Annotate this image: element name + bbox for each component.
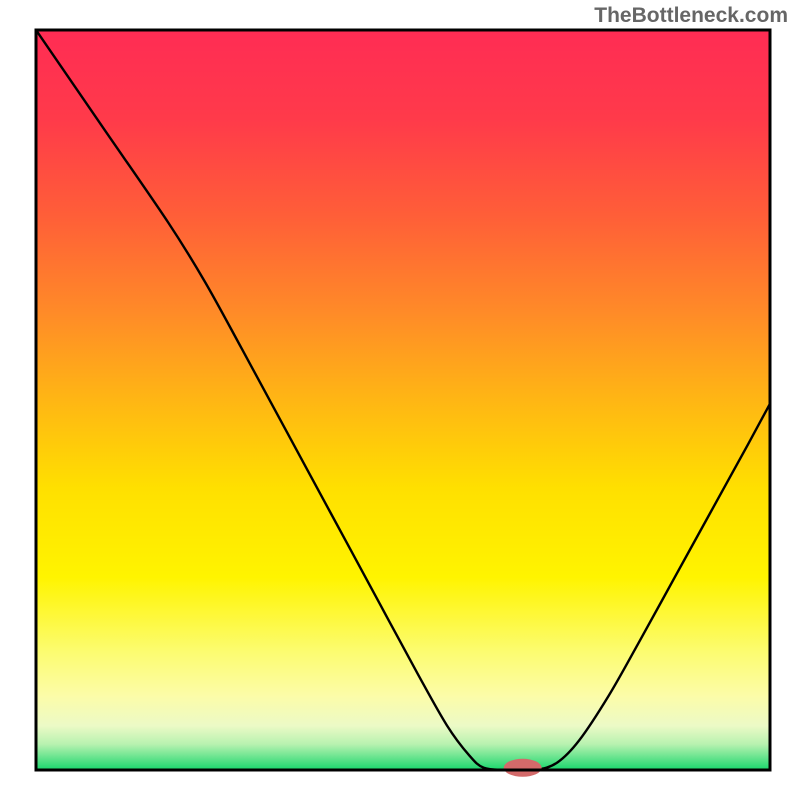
optimal-marker	[504, 759, 542, 777]
plot-background	[36, 30, 770, 770]
watermark: TheBottleneck.com	[594, 4, 788, 28]
chart-container: TheBottleneck.com	[0, 0, 800, 800]
bottleneck-chart	[0, 0, 800, 800]
